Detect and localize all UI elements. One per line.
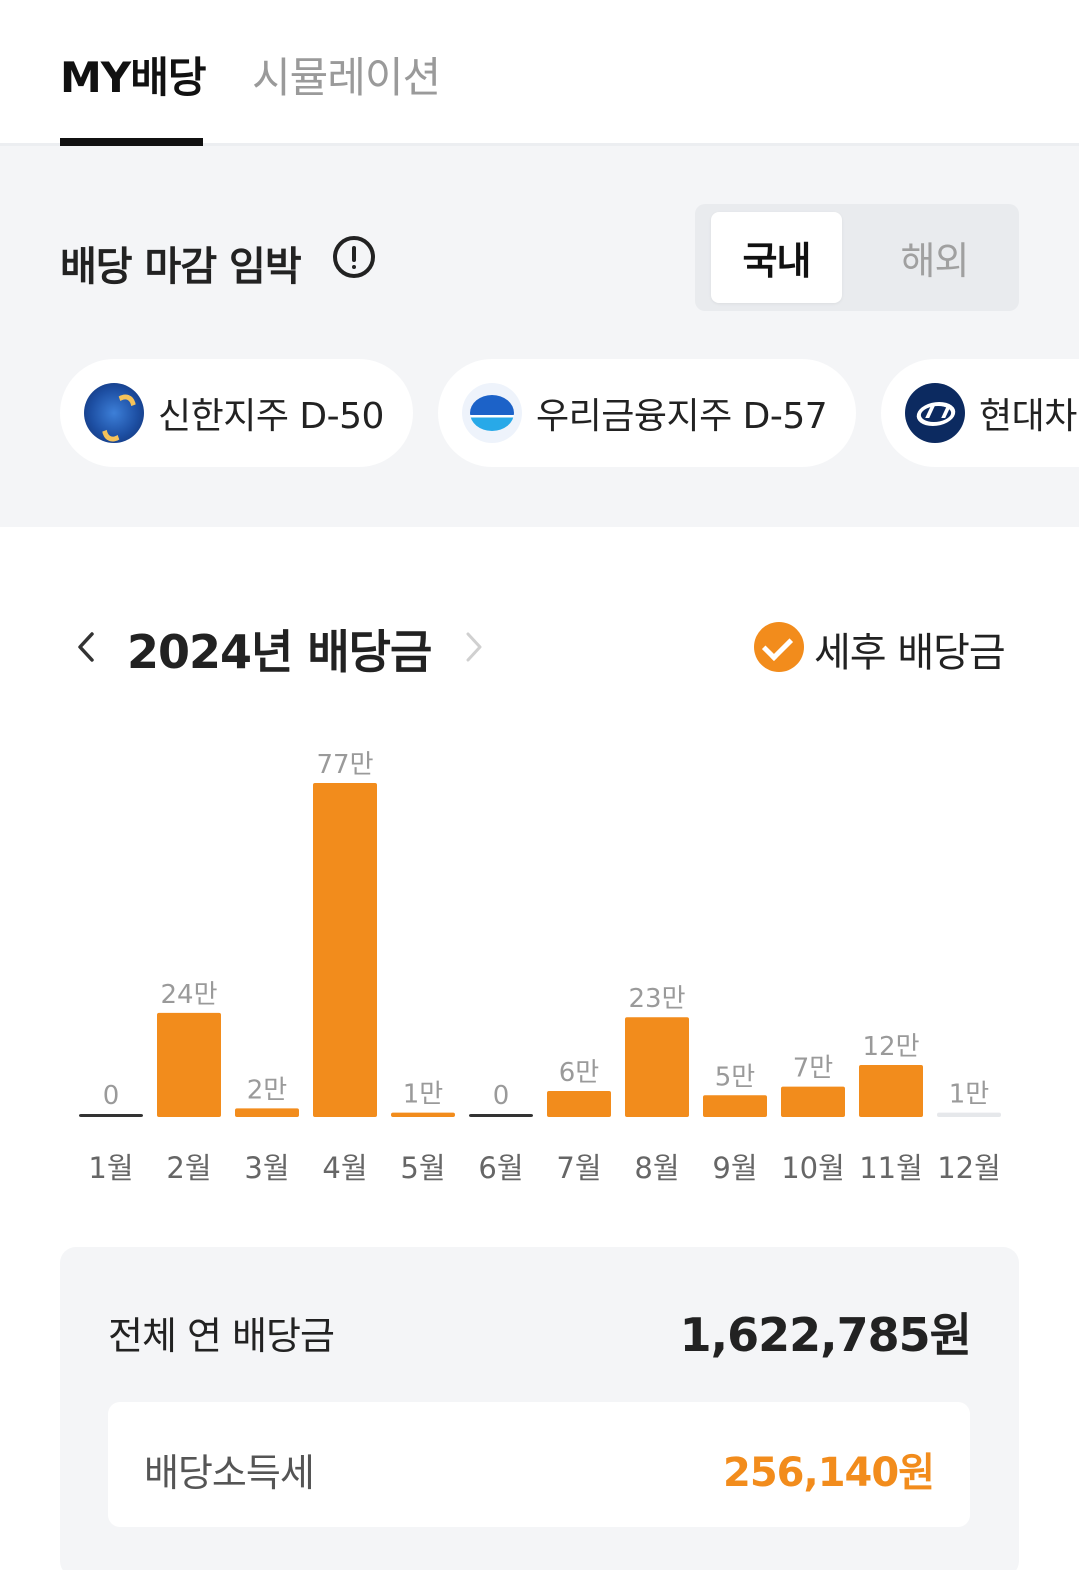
chip-label: 현대차 xyxy=(979,396,1077,437)
bar-7[interactable] xyxy=(547,1090,611,1117)
bar-value-label: 24만 xyxy=(160,980,217,1010)
bar-5[interactable] xyxy=(391,1112,455,1117)
stock-chip-shinhan[interactable]: 신한지주 D-50 xyxy=(60,359,413,467)
month-tick-label: 6월 xyxy=(478,1151,523,1185)
summary-card: 전체 연 배당금 1,622,785원 배당소득세 256,140원 xyxy=(60,1247,1019,1570)
tax-label: 배당소득세 xyxy=(144,1451,315,1495)
bar-value-label: 1만 xyxy=(403,1080,443,1110)
month-tick-label: 5월 xyxy=(400,1151,445,1185)
bar-1[interactable] xyxy=(79,1114,143,1117)
bar-9[interactable] xyxy=(703,1095,767,1117)
bar-value-label: 2만 xyxy=(247,1075,287,1105)
bar-value-label: 5만 xyxy=(715,1062,755,1092)
bar-3[interactable] xyxy=(235,1108,299,1117)
month-tick-label: 1월 xyxy=(88,1151,133,1185)
hyundai-logo-icon xyxy=(905,383,965,443)
bar-value-label: 1만 xyxy=(949,1080,989,1110)
annual-dividend-label: 전체 연 배당금 xyxy=(108,1314,335,1358)
tab-simulation[interactable]: 시뮬레이션 xyxy=(252,53,441,102)
tax-value: 256,140원 xyxy=(723,1450,935,1496)
month-tick-label: 3월 xyxy=(244,1151,289,1185)
chevron-right-icon[interactable] xyxy=(458,628,488,666)
region-toggle: 국내 해외 xyxy=(695,204,1019,311)
active-tab-indicator xyxy=(60,138,203,146)
bar-11[interactable] xyxy=(859,1064,923,1117)
deadline-title: 배당 마감 임박 xyxy=(60,244,302,290)
bar-value-label: 23만 xyxy=(628,984,685,1014)
bar-value-label: 0 xyxy=(103,1081,120,1111)
woori-logo-icon xyxy=(462,383,522,443)
bar-value-label: 6만 xyxy=(559,1058,599,1088)
bar-value-label: 12만 xyxy=(862,1032,919,1062)
deadline-section: 배당 마감 임박 국내 해외 신한지주 D-50 우리금융지주 D-57 현대차 xyxy=(0,146,1079,527)
month-tick-label: 9월 xyxy=(712,1151,757,1185)
month-tick-label: 4월 xyxy=(322,1151,367,1185)
month-tick-label: 7월 xyxy=(556,1151,601,1185)
bar-2[interactable] xyxy=(157,1012,221,1117)
overseas-toggle-button[interactable]: 해외 xyxy=(900,239,970,283)
chip-label: 신한지주 D-50 xyxy=(158,396,384,437)
month-tick-label: 2월 xyxy=(166,1151,211,1185)
month-tick-label: 12월 xyxy=(937,1151,1001,1185)
bar-value-label: 77만 xyxy=(316,750,373,780)
annual-dividend-value: 1,622,785원 xyxy=(679,1308,972,1362)
bar-4[interactable] xyxy=(313,783,377,1117)
info-circle-icon[interactable] xyxy=(333,236,375,278)
bar-value-label: 0 xyxy=(493,1081,510,1111)
month-tick-label: 11월 xyxy=(859,1151,923,1185)
bar-6[interactable] xyxy=(469,1114,533,1117)
bar-value-label: 7만 xyxy=(793,1054,833,1084)
tax-row: 배당소득세 256,140원 xyxy=(108,1402,970,1527)
after-tax-toggle-label[interactable]: 세후 배당금 xyxy=(814,630,1006,676)
bar-8[interactable] xyxy=(625,1017,689,1117)
year-title: 2024년 배당금 xyxy=(127,625,432,679)
bar-12[interactable] xyxy=(937,1112,1001,1117)
top-tab-bar: MY배당 시뮬레이션 xyxy=(0,0,1079,146)
check-circle-icon[interactable] xyxy=(754,622,804,672)
month-tick-label: 8월 xyxy=(634,1151,679,1185)
chip-label: 우리금융지주 D-57 xyxy=(536,396,828,437)
shinhan-logo-icon xyxy=(84,383,144,443)
domestic-toggle-button[interactable]: 국내 xyxy=(711,212,842,303)
stock-chip-hyundai[interactable]: 현대차 xyxy=(881,359,1079,467)
monthly-dividend-chart: 0 1월 24만 2월 2만 3월 77만 4월 1만 5월 0 6월 6만 7월 23만 8월 5만 9월 7만 1… xyxy=(79,750,1001,1185)
bar-10[interactable] xyxy=(781,1086,845,1117)
month-tick-label: 10월 xyxy=(781,1151,845,1185)
chevron-left-icon[interactable] xyxy=(72,628,102,666)
tab-my-dividend[interactable]: MY배당 xyxy=(60,53,206,102)
stock-chip-woori[interactable]: 우리금융지주 D-57 xyxy=(438,359,856,467)
